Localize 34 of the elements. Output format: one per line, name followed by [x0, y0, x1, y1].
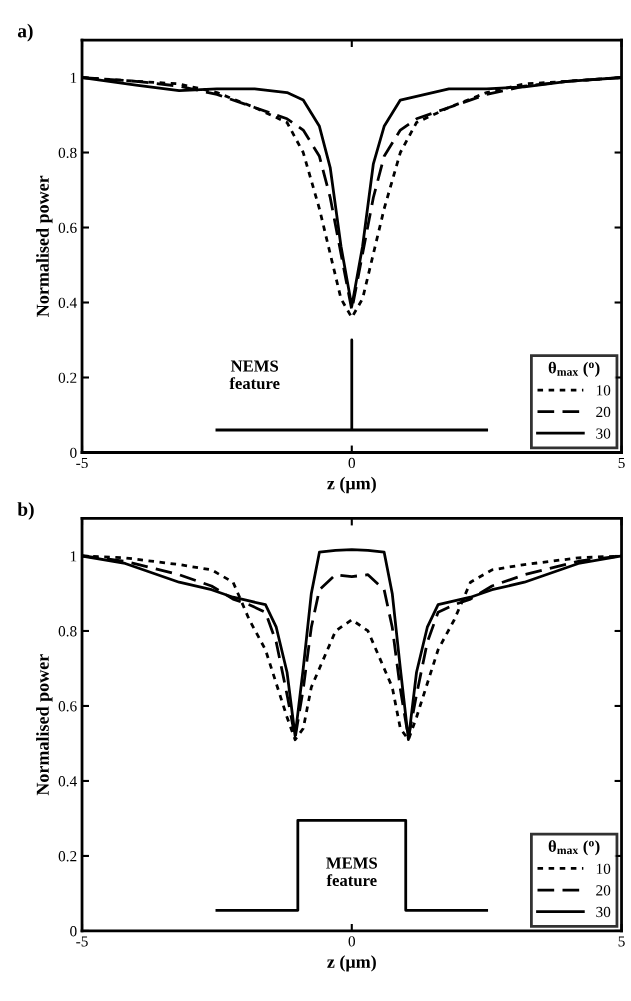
annotation: NEMS feature	[229, 360, 280, 390]
legend-title: θ$_{max}$ ($^{o}$)	[548, 361, 600, 377]
y-tick-label: 1	[70, 551, 77, 562]
y-tick-label: 0.4	[58, 776, 77, 787]
x-tick-label: 5	[618, 936, 625, 947]
chart-title: b)	[17, 502, 34, 520]
y-tick-label: 0.4	[58, 297, 77, 309]
y-tick-label: 0.2	[58, 851, 77, 862]
x-tick-label: 5	[618, 457, 625, 469]
y-axis-title: Normalised power	[36, 175, 53, 317]
y-axis-title: Normalised power	[36, 654, 53, 796]
legend-label: 10	[596, 863, 611, 874]
x-axis-title: z (μm)	[327, 955, 376, 972]
legend-label: 30	[596, 428, 611, 439]
y-tick-label: 0	[70, 926, 77, 937]
annotation: MEMS feature	[326, 857, 377, 887]
y-tick-label: 0.8	[58, 626, 77, 637]
x-tick-label: 0	[348, 936, 356, 947]
x-axis-title: z (μm)	[327, 476, 376, 494]
y-tick-label: 0.8	[58, 147, 77, 159]
y-tick-label: 0.2	[58, 372, 77, 384]
y-tick-label: 1	[70, 72, 77, 83]
legend-label: 20	[596, 406, 611, 418]
x-tick-label: -5	[76, 457, 88, 469]
y-tick-label: 0	[70, 447, 77, 458]
legend-title: θ$_{max}$ ($^{o}$)	[548, 840, 600, 856]
y-tick-label: 0.6	[58, 222, 77, 234]
legend-label: 20	[596, 885, 611, 896]
y-tick-label: 0.6	[58, 701, 77, 712]
legend-label: 10	[596, 385, 611, 396]
legend-label: 30	[596, 906, 611, 918]
x-tick-label: -5	[76, 936, 88, 947]
chart-title: a)	[17, 23, 33, 42]
x-tick-label: 0	[348, 457, 356, 469]
